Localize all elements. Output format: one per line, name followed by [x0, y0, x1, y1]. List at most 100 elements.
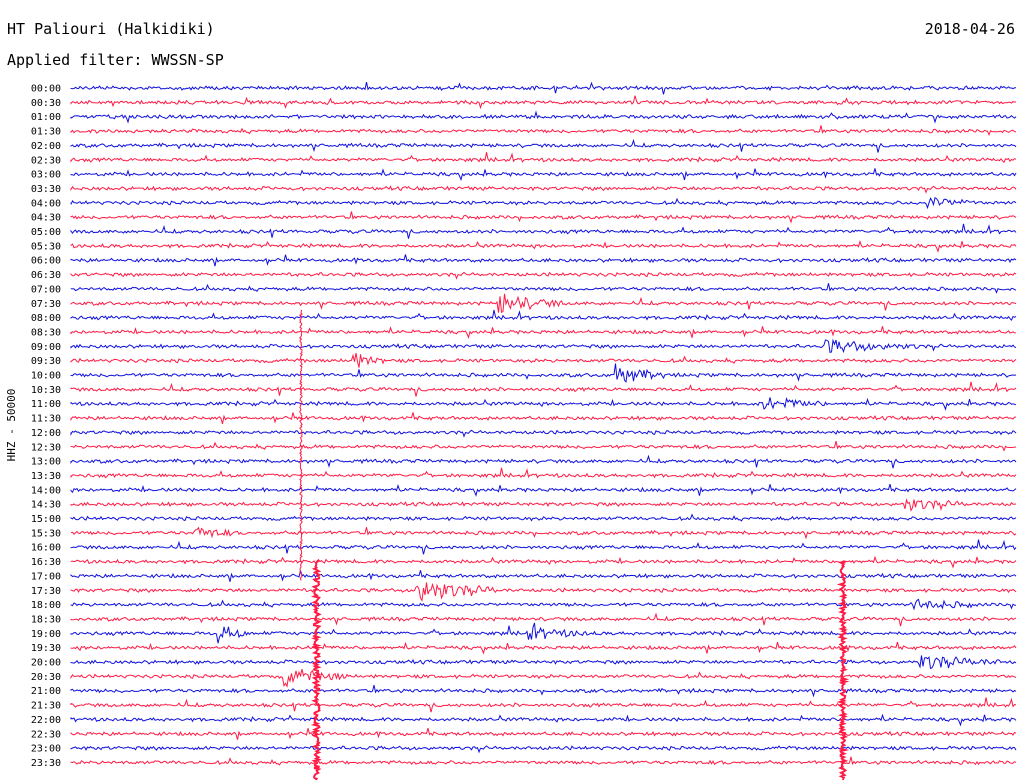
trace-line [70, 397, 1017, 411]
row-time-label: 20:30 [31, 672, 61, 683]
row-time-label: 21:00 [31, 686, 61, 697]
row-time-label: 10:00 [31, 371, 61, 382]
row-time-label: 18:00 [31, 600, 61, 611]
row-time-label: 03:00 [31, 170, 61, 181]
large-event-trace [310, 560, 322, 780]
trace-line [70, 381, 1017, 397]
row-time-label: 21:30 [31, 701, 61, 712]
tick-label-group: 00:00 00:30 01:00 01:30 02:00 02:30 03:00 03:30… [31, 84, 61, 769]
trace-line [70, 483, 1017, 497]
trace-line [70, 293, 1017, 314]
row-time-label: 06:30 [31, 270, 61, 281]
trace-line [70, 684, 1017, 698]
trace-line [70, 95, 1017, 110]
row-time-label: 20:00 [31, 658, 61, 669]
row-time-label: 02:00 [31, 141, 61, 152]
trace-line [70, 223, 1017, 239]
filter-label: Applied filter: WWSSN-SP [7, 51, 224, 69]
trace-line [70, 338, 1017, 354]
row-time-label: 09:00 [31, 342, 61, 353]
date-label: 2018-04-26 [924, 20, 1015, 38]
row-time-label: 04:00 [31, 198, 61, 209]
trace-line [70, 440, 1017, 452]
trace-line [70, 211, 1017, 224]
trace-line [70, 185, 1017, 194]
row-time-label: 04:30 [31, 213, 61, 224]
row-time-label: 02:30 [31, 155, 61, 166]
trace-line [70, 498, 1017, 512]
row-time-label: 01:30 [31, 127, 61, 138]
row-time-label: 09:30 [31, 356, 61, 367]
row-time-label: 14:30 [31, 500, 61, 511]
row-time-label: 17:30 [31, 586, 61, 597]
row-time-label: 15:00 [31, 514, 61, 525]
trace-line [70, 326, 1017, 339]
trace-line [70, 668, 1017, 688]
trace-line [70, 309, 1017, 321]
trace-line [70, 168, 1017, 182]
trace-line [70, 283, 1017, 294]
trace-line [70, 612, 1017, 627]
trace-line [70, 429, 1017, 438]
trace-line [70, 582, 1017, 603]
row-time-label: 22:00 [31, 715, 61, 726]
row-time-label: 14:00 [31, 485, 61, 496]
row-time-label: 13:30 [31, 471, 61, 482]
trace-line [70, 622, 1017, 644]
row-time-label: 18:30 [31, 614, 61, 625]
trace-line [70, 641, 1017, 655]
row-time-label: 23:00 [31, 744, 61, 755]
trace-line [70, 756, 1017, 766]
trace-line [70, 110, 1017, 124]
row-time-label: 19:30 [31, 643, 61, 654]
trace-group [70, 81, 1017, 780]
row-time-label: 01:00 [31, 112, 61, 123]
trace-line [70, 81, 1017, 95]
row-time-label: 00:30 [31, 98, 61, 109]
trace-line [70, 254, 1017, 267]
trace-line [70, 197, 1017, 210]
row-time-label: 17:00 [31, 571, 61, 582]
row-time-label: 23:30 [31, 758, 61, 769]
trace-line [70, 467, 1017, 479]
row-time-label: 08:00 [31, 313, 61, 324]
station-title: HT Paliouri (Halkidiki) [7, 20, 215, 38]
trace-line [70, 271, 1017, 280]
row-time-label: 03:30 [31, 184, 61, 195]
trace-line [70, 513, 1017, 522]
trace-line [70, 555, 1017, 569]
trace-line [70, 727, 1017, 740]
trace-line [70, 526, 1017, 540]
row-time-label: 12:00 [31, 428, 61, 439]
row-time-label: 11:00 [31, 399, 61, 410]
trace-line [70, 152, 1017, 164]
row-time-label: 05:30 [31, 241, 61, 252]
trace-line [70, 353, 1017, 368]
trace-line [70, 454, 1017, 469]
row-time-label: 19:00 [31, 629, 61, 640]
trace-line [70, 697, 1017, 713]
row-time-label: 10:30 [31, 385, 61, 396]
row-time-label: 06:00 [31, 256, 61, 267]
large-event-trace [298, 309, 304, 581]
row-time-label: 15:30 [31, 528, 61, 539]
row-time-label: 05:00 [31, 227, 61, 238]
trace-line [70, 713, 1017, 727]
trace-line [70, 598, 1017, 611]
trace-line [70, 745, 1017, 754]
row-time-label: 00:00 [31, 84, 61, 95]
row-time-label: 16:00 [31, 543, 61, 554]
row-time-label: 07:00 [31, 284, 61, 295]
trace-line [70, 655, 1017, 670]
trace-line [70, 412, 1017, 425]
trace-line [70, 539, 1017, 555]
row-time-label: 08:30 [31, 327, 61, 338]
row-time-label: 16:30 [31, 557, 61, 568]
row-time-label: 07:30 [31, 299, 61, 310]
row-time-label: 12:30 [31, 442, 61, 453]
trace-line [70, 125, 1017, 137]
large-event-trace [836, 560, 850, 780]
trace-line [70, 138, 1017, 153]
row-time-label: 13:00 [31, 457, 61, 468]
